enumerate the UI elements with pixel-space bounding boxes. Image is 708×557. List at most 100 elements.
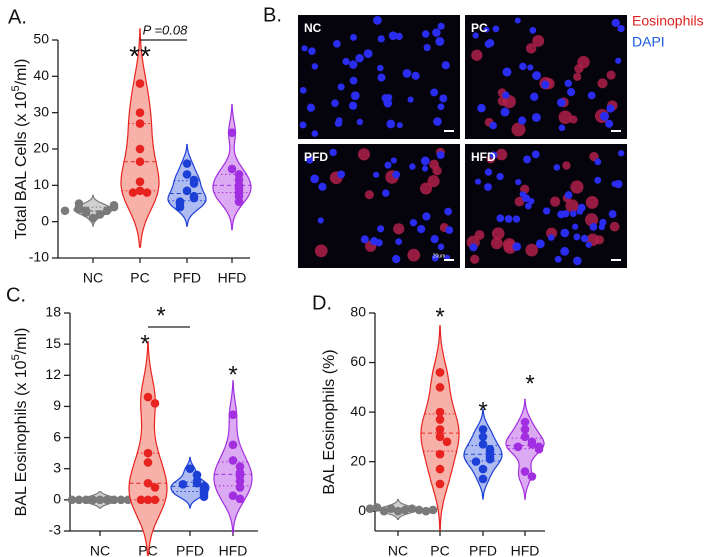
nucleus bbox=[522, 194, 531, 203]
y-tick-label: 80 bbox=[350, 304, 366, 320]
nucleus bbox=[512, 242, 522, 251]
eosinophil bbox=[314, 244, 328, 258]
nucleus bbox=[483, 26, 490, 33]
nucleus bbox=[567, 88, 576, 97]
nucleus bbox=[377, 35, 385, 43]
y-tick-label: 18 bbox=[45, 304, 61, 320]
annotation: * bbox=[156, 302, 165, 329]
data-point bbox=[478, 464, 488, 474]
nucleus bbox=[615, 57, 622, 64]
nucleus bbox=[599, 111, 609, 121]
eosinophil bbox=[585, 196, 599, 209]
data-point bbox=[414, 505, 424, 515]
nucleus bbox=[350, 91, 360, 101]
data-point bbox=[478, 474, 488, 484]
nucleus bbox=[502, 67, 512, 77]
nucleus bbox=[421, 30, 430, 38]
data-point bbox=[421, 506, 431, 516]
nucleus bbox=[530, 92, 539, 101]
annotation: * bbox=[228, 361, 237, 388]
nucleus bbox=[560, 246, 570, 256]
x-tick-label: PC bbox=[130, 270, 149, 286]
nucleus bbox=[349, 60, 358, 69]
data-point bbox=[478, 439, 488, 449]
nucleus bbox=[514, 17, 521, 24]
eosinophil bbox=[549, 196, 561, 207]
nucleus bbox=[562, 210, 570, 218]
x-tick-label: HFD bbox=[219, 543, 248, 557]
nucleus bbox=[598, 223, 605, 231]
data-point bbox=[485, 454, 495, 464]
data-point bbox=[135, 157, 145, 167]
x-tick-label: NC bbox=[90, 543, 110, 557]
nucleus bbox=[617, 24, 625, 33]
y-tick-label: 40 bbox=[350, 403, 366, 419]
nucleus bbox=[441, 61, 450, 70]
eosinophil bbox=[407, 248, 421, 262]
data-point bbox=[227, 164, 237, 174]
nucleus bbox=[527, 64, 534, 71]
nucleus bbox=[558, 124, 566, 132]
y-axis-label-part: /ml) bbox=[13, 328, 30, 355]
eosinophil bbox=[577, 55, 590, 69]
data-point bbox=[199, 492, 209, 502]
data-point bbox=[435, 415, 445, 424]
nucleus bbox=[423, 44, 431, 52]
data-point bbox=[74, 495, 84, 505]
data-point bbox=[150, 495, 160, 505]
data-point bbox=[88, 495, 98, 505]
y-tick-label: 15 bbox=[45, 335, 61, 351]
nucleus bbox=[515, 178, 522, 186]
nucleus bbox=[402, 68, 412, 78]
eosinophil bbox=[511, 122, 526, 137]
violin bbox=[505, 398, 545, 500]
data-point bbox=[182, 170, 192, 179]
data-point bbox=[150, 483, 160, 492]
nucleus bbox=[437, 243, 445, 251]
data-point bbox=[435, 407, 445, 417]
nucleus bbox=[594, 158, 602, 166]
data-point bbox=[185, 464, 195, 474]
nucleus bbox=[306, 103, 316, 112]
y-axis-label: BAL Eosinophils (x 105/ml) bbox=[10, 328, 30, 517]
data-point bbox=[143, 495, 153, 505]
annotation: * bbox=[525, 370, 534, 397]
data-point bbox=[379, 506, 389, 516]
nucleus bbox=[572, 223, 579, 230]
data-point bbox=[192, 478, 202, 488]
nucleus bbox=[512, 215, 521, 223]
nucleus bbox=[409, 163, 416, 170]
y-tick-label: 20 bbox=[33, 140, 49, 156]
data-point bbox=[435, 368, 445, 377]
violin bbox=[463, 408, 503, 500]
x-tick-label: HFD bbox=[218, 270, 247, 286]
nucleus bbox=[608, 210, 617, 219]
nucleus bbox=[392, 170, 401, 179]
data-point bbox=[142, 188, 152, 197]
eosinophil bbox=[357, 148, 371, 161]
data-point bbox=[435, 383, 445, 392]
nucleus bbox=[329, 148, 337, 157]
nucleus bbox=[299, 121, 307, 129]
eosinophil bbox=[432, 166, 442, 176]
nucleus bbox=[585, 241, 592, 248]
eosinophil bbox=[471, 49, 483, 61]
nucleus bbox=[430, 235, 439, 244]
eosinophil bbox=[606, 70, 616, 80]
nucleus bbox=[355, 53, 364, 63]
data-point bbox=[143, 478, 153, 488]
eosinophil bbox=[474, 230, 485, 240]
data-point bbox=[478, 425, 488, 434]
eosinophil bbox=[565, 199, 579, 213]
nucleus bbox=[431, 254, 439, 262]
legend-entry: Eosinophils bbox=[632, 13, 704, 29]
nucleus bbox=[335, 117, 343, 124]
y-tick-label: 0 bbox=[53, 491, 61, 507]
nucleus bbox=[529, 27, 537, 34]
nucleus bbox=[436, 150, 445, 160]
nucleus bbox=[611, 18, 620, 28]
eosinophil bbox=[562, 161, 571, 170]
nucleus bbox=[605, 119, 614, 128]
nucleus bbox=[385, 94, 393, 101]
nucleus bbox=[564, 191, 573, 200]
